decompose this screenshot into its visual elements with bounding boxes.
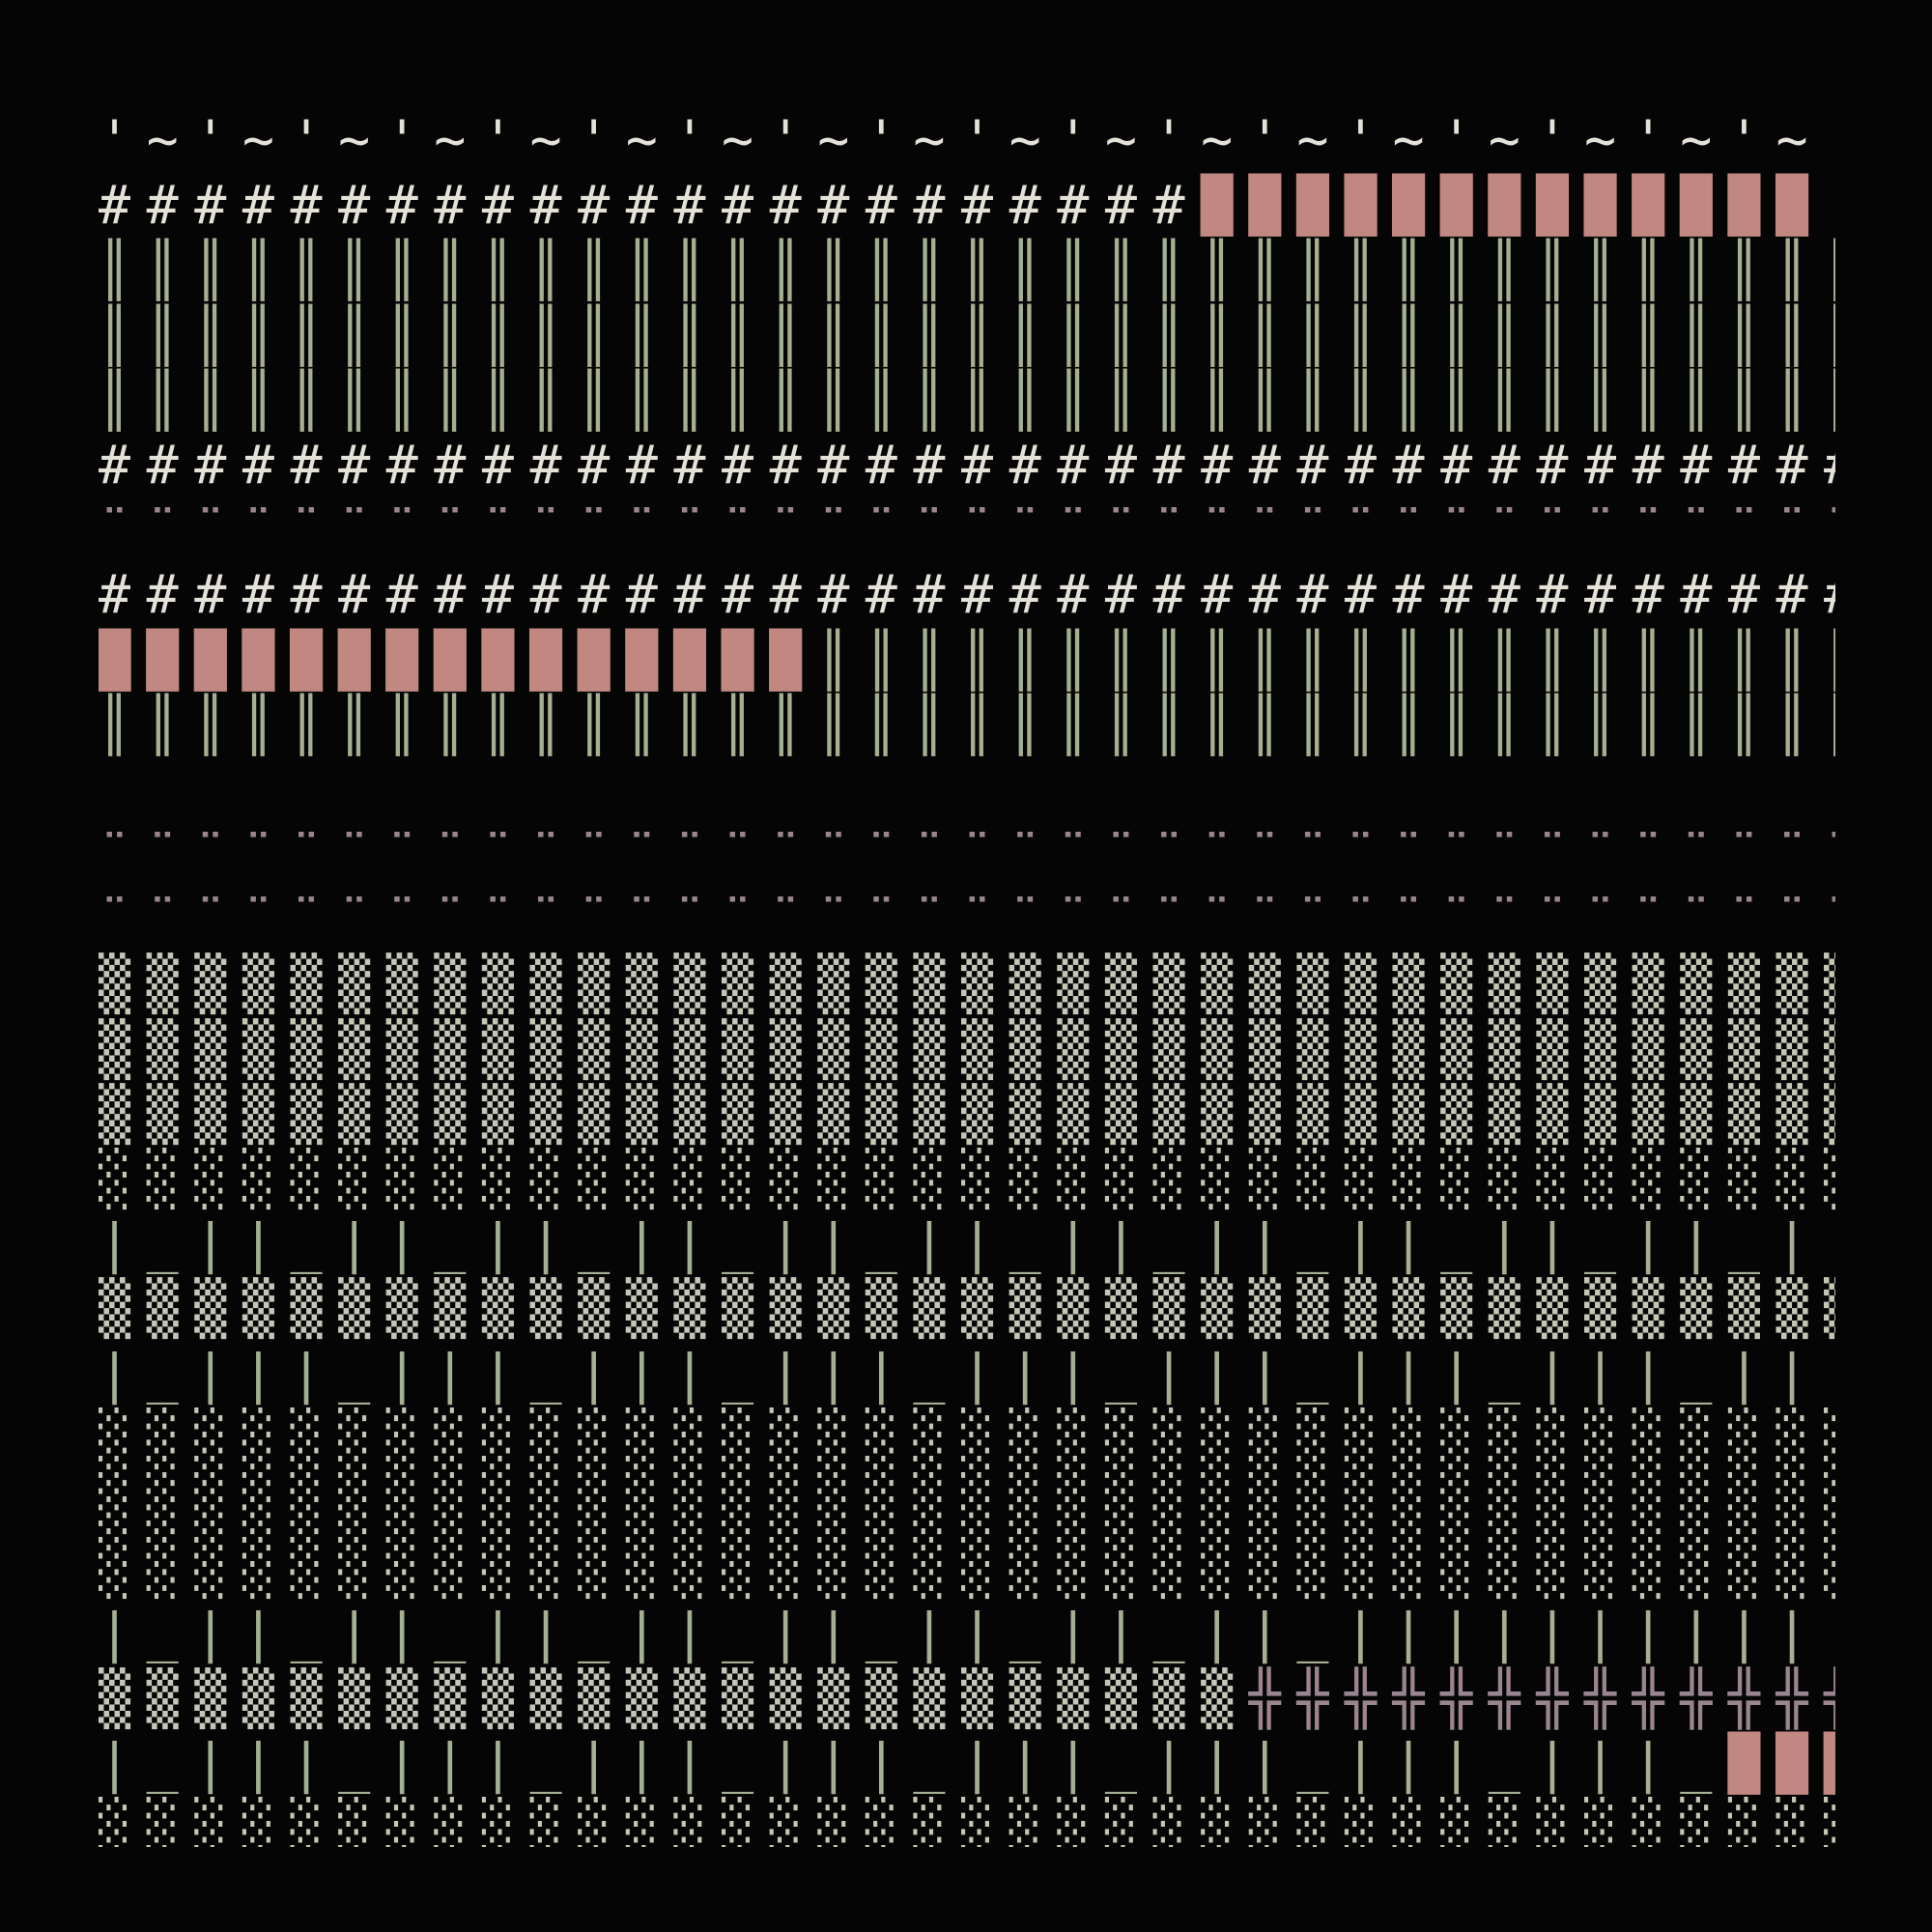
- art-segment: ░░░░░░░░░░░░░░░░░░░░░░░░░░░░░░░░░░░░░: [99, 1537, 1835, 1600]
- art-row: ######################################: [99, 562, 1835, 627]
- art-segment: ▒▒▒▒▒▒▒▒▒▒▒▒▒▒▒▒▒▒▒▒▒▒▒▒▒▒▒▒▒▒▒▒▒▒▒▒▒: [99, 1082, 1835, 1145]
- art-segment: |_||_||_||_||_||_||_||_||_|: [99, 1602, 1393, 1664]
- art-row: ▒▒▒▒▒▒▒▒▒▒▒▒▒▒▒▒▒▒▒▒▒▒▒▒╬╬╬╬╬╬╬╬╬╬╬╬╬: [99, 1666, 1835, 1731]
- art-segment: ║║║║║║║║║║║║║║║║║║║║║║║║║║║║║║║║║║║║║: [99, 239, 1835, 301]
- art-segment: ▒▒▒▒▒▒▒▒▒▒▒▒▒▒▒▒▒▒▒▒▒▒▒▒: [99, 1666, 1249, 1729]
- art-segment: ║║║║║║║║║║║║║║║║║║║║║║║║║║║║║║║║║║║║║: [99, 693, 1835, 755]
- art-row: #######################█████████████: [99, 173, 1835, 238]
- art-segment: ╬╬╬╬╬╬╬╬╬╬╬╬╬: [1248, 1666, 1835, 1729]
- art-row: [99, 757, 1835, 822]
- art-row: ║║║║║║║║║║║║║║║║║║║║║║║║║║║║║║║║║║║║║: [99, 368, 1835, 433]
- art-row: ######################################: [99, 433, 1835, 497]
- art-row: ░░░░░░░░░░░░░░░░░░░░░░░░░░░░░░░░░░░░░: [99, 1536, 1835, 1601]
- art-row: ▒▒▒▒▒▒▒▒▒▒▒▒▒▒▒▒▒▒▒▒▒▒▒▒▒▒▒▒▒▒▒▒▒▒▒▒▒: [99, 1082, 1835, 1147]
- art-segment: #######################: [99, 174, 1202, 237]
- art-segment: ▒▒▒▒▒▒▒▒▒▒▒▒▒▒▒▒▒▒▒▒▒▒▒▒▒▒▒▒▒▒▒▒▒▒▒▒▒: [99, 952, 1835, 1015]
- art-row: |_|||_|||_|||_|||_|||_|||_|||_|||_|||_|: [99, 1342, 1835, 1406]
- art-row: ¨¨¨¨¨¨¨¨¨¨¨¨¨¨¨¨¨¨¨¨¨¨¨¨¨¨¨¨¨¨¨¨¨¨¨¨¨¨: [99, 887, 1835, 952]
- art-segment: |_|||_|||_|||_|||_|||_|||_|||_|||_: [99, 1731, 1728, 1794]
- art-segment: ░░░░░░░░░░░░░░░░░░░░░░░░░░░░░░░░░░░░░: [99, 1796, 1835, 1847]
- art-segment: '~'~'~'~'~'~'~'~'~'~'~'~'~'~'~'~'~'~'~'~…: [99, 109, 1835, 171]
- art-segment: ######################################: [99, 433, 1835, 496]
- art-segment: ▒▒▒▒▒▒▒▒▒▒▒▒▒▒▒▒▒▒▒▒▒▒▒▒▒▒▒▒▒▒▒▒▒▒▒▒▒: [99, 1277, 1835, 1340]
- art-segment: |_||_||_||_||_||_||_||_||_||_||_||_||_|: [99, 1212, 1835, 1275]
- art-row: ║║║║║║║║║║║║║║║║║║║║║║║║║║║║║║║║║║║║║: [99, 238, 1835, 302]
- art-row: ▒▒▒▒▒▒▒▒▒▒▒▒▒▒▒▒▒▒▒▒▒▒▒▒▒▒▒▒▒▒▒▒▒▒▒▒▒: [99, 1017, 1835, 1082]
- art-row: |_||_||_||_||_||_||_||_||_|||||||||||||: [99, 1601, 1835, 1665]
- art-segment: |_|||_|||_|||_|||_|||_|||_|||_|||_|||_|: [99, 1342, 1835, 1405]
- art-segment: ||||||||||||: [1392, 1602, 1835, 1664]
- art-segment: ║║║║║║║║║║║║║║║║║║║║║║║║║║║║║║║║║║║║║: [99, 303, 1835, 366]
- art-row: |_|||_|||_|||_|||_|||_|||_|||_|||_███: [99, 1731, 1835, 1796]
- art-segment: ¨¨¨¨¨¨¨¨¨¨¨¨¨¨¨¨¨¨¨¨¨¨¨¨¨¨¨¨¨¨¨¨¨¨¨¨¨¨: [99, 498, 1835, 561]
- art-segment: ███████████████: [99, 628, 818, 691]
- art-row: ¨¨¨¨¨¨¨¨¨¨¨¨¨¨¨¨¨¨¨¨¨¨¨¨¨¨¨¨¨¨¨¨¨¨¨¨¨¨: [99, 822, 1835, 887]
- art-segment: ║║║║║║║║║║║║║║║║║║║║║║: [817, 628, 1835, 691]
- art-segment: ¨¨¨¨¨¨¨¨¨¨¨¨¨¨¨¨¨¨¨¨¨¨¨¨¨¨¨¨¨¨¨¨¨¨¨¨¨¨: [99, 888, 1835, 951]
- art-segment: ▒▒▒▒▒▒▒▒▒▒▒▒▒▒▒▒▒▒▒▒▒▒▒▒▒▒▒▒▒▒▒▒▒▒▒▒▒: [99, 1017, 1835, 1080]
- art-row: ░░░░░░░░░░░░░░░░░░░░░░░░░░░░░░░░░░░░░: [99, 1471, 1835, 1536]
- art-row: '~'~'~'~'~'~'~'~'~'~'~'~'~'~'~'~'~'~'~'~…: [99, 108, 1835, 173]
- art-row: ░░░░░░░░░░░░░░░░░░░░░░░░░░░░░░░░░░░░░: [99, 1147, 1835, 1211]
- art-segment: ░░░░░░░░░░░░░░░░░░░░░░░░░░░░░░░░░░░░░: [99, 1471, 1835, 1534]
- ascii-art-canvas: '~'~'~'~'~'~'~'~'~'~'~'~'~'~'~'~'~'~'~'~…: [99, 108, 1835, 1847]
- art-row: ¨¨¨¨¨¨¨¨¨¨¨¨¨¨¨¨¨¨¨¨¨¨¨¨¨¨¨¨¨¨¨¨¨¨¨¨¨¨: [99, 497, 1835, 562]
- art-row: |_||_||_||_||_||_||_||_||_||_||_||_||_|: [99, 1211, 1835, 1276]
- art-segment: ¨¨¨¨¨¨¨¨¨¨¨¨¨¨¨¨¨¨¨¨¨¨¨¨¨¨¨¨¨¨¨¨¨¨¨¨¨¨: [99, 823, 1835, 886]
- art-segment: ░░░░░░░░░░░░░░░░░░░░░░░░░░░░░░░░░░░░░: [99, 1406, 1835, 1469]
- art-row: ║║║║║║║║║║║║║║║║║║║║║║║║║║║║║║║║║║║║║: [99, 693, 1835, 757]
- art-row: ▒▒▒▒▒▒▒▒▒▒▒▒▒▒▒▒▒▒▒▒▒▒▒▒▒▒▒▒▒▒▒▒▒▒▒▒▒: [99, 952, 1835, 1016]
- art-segment: █████████████: [1201, 174, 1825, 237]
- art-row: ░░░░░░░░░░░░░░░░░░░░░░░░░░░░░░░░░░░░░: [99, 1796, 1835, 1847]
- art-segment: [99, 758, 147, 820]
- art-segment: ███: [1727, 1731, 1835, 1794]
- art-row: ░░░░░░░░░░░░░░░░░░░░░░░░░░░░░░░░░░░░░: [99, 1406, 1835, 1471]
- art-row: ███████████████║║║║║║║║║║║║║║║║║║║║║║: [99, 628, 1835, 693]
- art-segment: ######################################: [99, 563, 1835, 626]
- art-segment: ░░░░░░░░░░░░░░░░░░░░░░░░░░░░░░░░░░░░░: [99, 1148, 1835, 1209]
- art-row: ▒▒▒▒▒▒▒▒▒▒▒▒▒▒▒▒▒▒▒▒▒▒▒▒▒▒▒▒▒▒▒▒▒▒▒▒▒: [99, 1276, 1835, 1341]
- art-segment: ║║║║║║║║║║║║║║║║║║║║║║║║║║║║║║║║║║║║║: [99, 368, 1835, 431]
- art-row: ║║║║║║║║║║║║║║║║║║║║║║║║║║║║║║║║║║║║║: [99, 303, 1835, 368]
